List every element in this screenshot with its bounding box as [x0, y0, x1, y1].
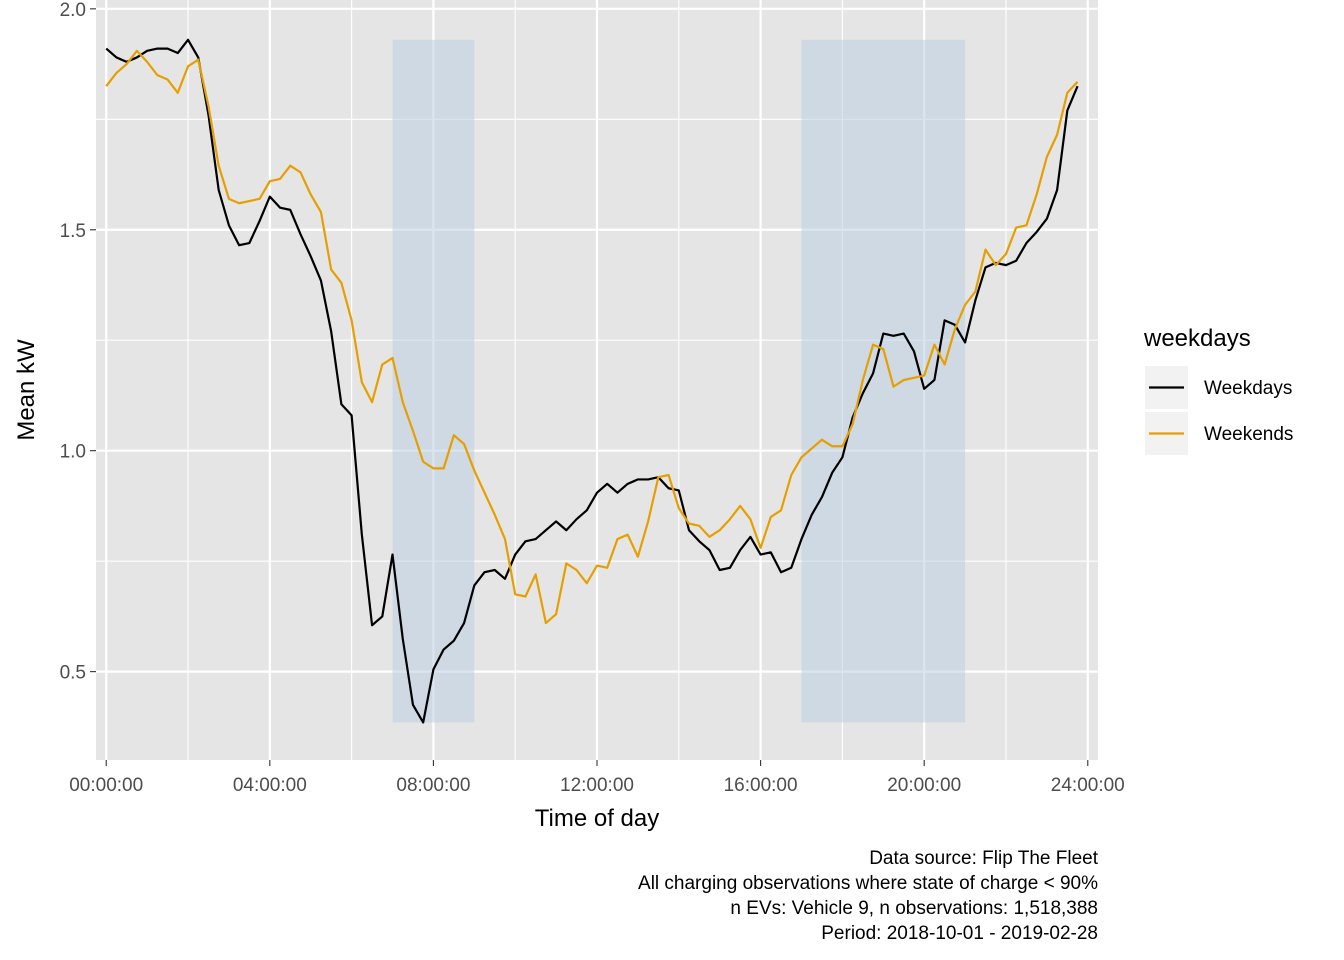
caption-line-counts: n EVs: Vehicle 9, n observations: 1,518,… — [730, 898, 1098, 919]
x-tick-label: 24:00:00 — [1051, 775, 1125, 796]
y-axis: 0.5 1.0 1.5 2.0 — [60, 0, 96, 684]
legend: weekdays Weekdays Weekends — [1143, 325, 1293, 455]
legend-label-weekdays: Weekdays — [1204, 378, 1292, 399]
x-tick-label: 16:00:00 — [724, 775, 798, 796]
x-axis-title: Time of day — [535, 805, 660, 832]
x-tick-label: 00:00:00 — [69, 775, 143, 796]
legend-label-weekends: Weekends — [1204, 424, 1293, 445]
series-line-weekends — [105, 49, 1079, 625]
x-tick-label: 20:00:00 — [887, 775, 961, 796]
legend-title: weekdays — [1143, 325, 1251, 352]
caption-line-filter: All charging observations where state of… — [638, 873, 1098, 894]
highlight-band-2 — [801, 39, 966, 723]
x-tick-label: 08:00:00 — [396, 775, 470, 796]
caption-line-period: Period: 2018-10-01 - 2019-02-28 — [821, 923, 1098, 944]
caption: Data source: Flip The Fleet All charging… — [638, 848, 1099, 944]
highlight-bands — [392, 39, 966, 723]
x-axis: 00:00:00 04:00:00 08:00:00 12:00:00 16:00:00… — [69, 760, 1125, 796]
y-tick-label: 2.0 — [60, 0, 86, 21]
y-axis-title: Mean kW — [13, 339, 40, 441]
caption-line-source: Data source: Flip The Fleet — [869, 848, 1099, 869]
highlight-band-1 — [392, 39, 475, 723]
y-tick-label: 1.0 — [60, 442, 86, 463]
series-line-weekdays — [105, 38, 1079, 724]
x-tick-label: 04:00:00 — [233, 775, 307, 796]
y-tick-label: 1.5 — [60, 221, 86, 242]
y-tick-label: 0.5 — [60, 663, 86, 684]
x-tick-label: 12:00:00 — [560, 775, 634, 796]
series-lines — [105, 38, 1079, 724]
